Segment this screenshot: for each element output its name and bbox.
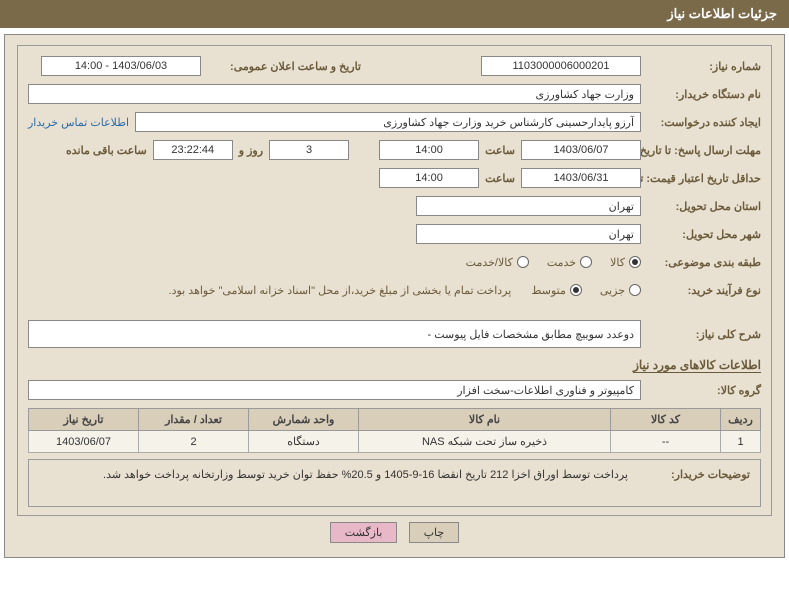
th-code: کد کالا <box>611 409 721 431</box>
field-min-validity-hour: 14:00 <box>379 168 479 188</box>
radio-goods-service[interactable]: کالا/خدمت <box>466 256 529 269</box>
td-need-date: 1403/06/07 <box>29 431 139 453</box>
row-general-desc: شرح کلی نیاز: دوعدد سوییچ مطابق مشخصات ف… <box>28 320 761 348</box>
label-goods-group: گروه کالا: <box>641 384 761 397</box>
back-button[interactable]: بازگشت <box>330 522 398 543</box>
label-hour-2: ساعت <box>485 172 515 185</box>
row-response-deadline: مهلت ارسال پاسخ: تا تاریخ: 1403/06/07 سا… <box>28 138 761 162</box>
field-general-desc: دوعدد سوییچ مطابق مشخصات فایل پیوست - <box>28 320 641 348</box>
radio-service[interactable]: خدمت <box>547 256 592 269</box>
field-city: تهران <box>416 224 641 244</box>
label-hour-1: ساعت <box>485 144 515 157</box>
row-min-validity: حداقل تاریخ اعتبار قیمت: تا تاریخ: 1403/… <box>28 166 761 190</box>
radio-group-process: جزیی متوسط <box>531 284 641 297</box>
td-name: ذخیره ساز تحت شبکه NAS <box>359 431 611 453</box>
label-requester: ایجاد کننده درخواست: <box>641 116 761 129</box>
th-unit: واحد شمارش <box>249 409 359 431</box>
radio-goods[interactable]: کالا <box>610 256 641 269</box>
label-resp-deadline: مهلت ارسال پاسخ: تا تاریخ: <box>641 144 761 157</box>
radio-minor[interactable]: جزیی <box>600 284 641 297</box>
section-items-title: اطلاعات کالاهای مورد نیاز <box>28 358 761 372</box>
td-qty: 2 <box>139 431 249 453</box>
th-name: نام کالا <box>359 409 611 431</box>
radio-dot-icon <box>629 256 641 268</box>
label-buyer-notes: توضیحات خریدار: <box>640 468 750 481</box>
label-province: استان محل تحویل: <box>641 200 761 213</box>
th-qty: تعداد / مقدار <box>139 409 249 431</box>
field-need-no: 1103000006000201 <box>481 56 641 76</box>
payment-note: پرداخت تمام یا بخشی از مبلغ خرید،از محل … <box>169 284 512 297</box>
field-goods-group: کامپیوتر و فناوری اطلاعات-سخت افزار <box>28 380 641 400</box>
field-buyer-notes: پرداخت توسط اوراق اخزا 212 تاریخ انقضا 1… <box>39 468 628 481</box>
print-button[interactable]: چاپ <box>409 522 460 543</box>
details-box: شماره نیاز: 1103000006000201 تاریخ و ساع… <box>17 45 772 516</box>
label-city: شهر محل تحویل: <box>641 228 761 241</box>
label-min-validity: حداقل تاریخ اعتبار قیمت: تا تاریخ: <box>641 172 761 185</box>
label-buyer-org: نام دستگاه خریدار: <box>641 88 761 101</box>
label-hours-left: ساعت باقی مانده <box>66 144 147 157</box>
page-title: جزئیات اطلاعات نیاز <box>667 6 777 21</box>
field-announce-dt: 1403/06/03 - 14:00 <box>41 56 201 76</box>
radio-dot-icon <box>629 284 641 296</box>
items-table: ردیف کد کالا نام کالا واحد شمارش تعداد /… <box>28 408 761 453</box>
radio-group-subject: کالا خدمت کالا/خدمت <box>466 256 641 269</box>
row-city: شهر محل تحویل: تهران <box>28 222 761 246</box>
table-header-row: ردیف کد کالا نام کالا واحد شمارش تعداد /… <box>29 409 761 431</box>
table-row: 1 -- ذخیره ساز تحت شبکه NAS دستگاه 2 140… <box>29 431 761 453</box>
radio-dot-icon <box>517 256 529 268</box>
field-buyer-org: وزارت جهاد کشاورزی <box>28 84 641 104</box>
label-general-desc: شرح کلی نیاز: <box>641 328 761 341</box>
row-subject-category: طبقه بندی موضوعی: کالا خدمت کالا/خدمت <box>28 250 761 274</box>
buyer-notes-box: توضیحات خریدار: پرداخت توسط اوراق اخزا 2… <box>28 459 761 507</box>
field-days-left: 3 <box>269 140 349 160</box>
field-province: تهران <box>416 196 641 216</box>
label-subject-cat: طبقه بندی موضوعی: <box>641 256 761 269</box>
th-need-date: تاریخ نیاز <box>29 409 139 431</box>
field-resp-hour: 14:00 <box>379 140 479 160</box>
row-province: استان محل تحویل: تهران <box>28 194 761 218</box>
row-need-number: شماره نیاز: 1103000006000201 تاریخ و ساع… <box>28 54 761 78</box>
main-panel: شماره نیاز: 1103000006000201 تاریخ و ساع… <box>4 34 785 558</box>
row-purchase-process: نوع فرآیند خرید: جزیی متوسط پرداخت تمام … <box>28 278 761 302</box>
label-days-and: روز و <box>239 144 263 157</box>
row-buyer-org: نام دستگاه خریدار: وزارت جهاد کشاورزی <box>28 82 761 106</box>
row-requester: ایجاد کننده درخواست: آرزو پایدارحسینی کا… <box>28 110 761 134</box>
link-buyer-contact[interactable]: اطلاعات تماس خریدار <box>28 116 129 129</box>
field-resp-date: 1403/06/07 <box>521 140 641 160</box>
radio-dot-icon <box>570 284 582 296</box>
radio-medium[interactable]: متوسط <box>531 284 582 297</box>
td-unit: دستگاه <box>249 431 359 453</box>
label-announce-dt: تاریخ و ساعت اعلان عمومی: <box>201 60 361 73</box>
field-time-left: 23:22:44 <box>153 140 233 160</box>
td-row-no: 1 <box>721 431 761 453</box>
label-need-no: شماره نیاز: <box>641 60 761 73</box>
row-goods-group: گروه کالا: کامپیوتر و فناوری اطلاعات-سخت… <box>28 378 761 402</box>
field-requester: آرزو پایدارحسینی کارشناس خرید وزارت جهاد… <box>135 112 641 132</box>
label-purchase-proc: نوع فرآیند خرید: <box>641 284 761 297</box>
page-title-bar: جزئیات اطلاعات نیاز <box>0 0 789 28</box>
td-code: -- <box>611 431 721 453</box>
field-min-validity-date: 1403/06/31 <box>521 168 641 188</box>
th-row-no: ردیف <box>721 409 761 431</box>
footer-buttons: چاپ بازگشت <box>17 522 772 543</box>
radio-dot-icon <box>580 256 592 268</box>
